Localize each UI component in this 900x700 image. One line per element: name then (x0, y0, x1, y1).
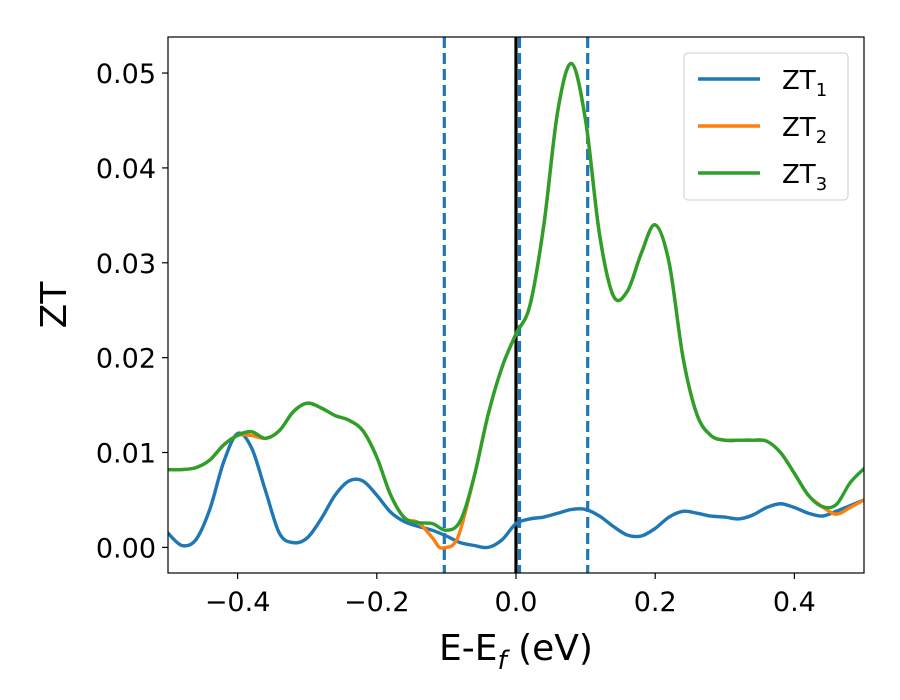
y-axis-title: ZT (34, 281, 75, 329)
y-axis-ticks: 0.00 0.01 0.02 0.03 0.04 0.05 (96, 59, 168, 564)
legend-box (683, 52, 849, 201)
series-line-zt3 (168, 61, 864, 533)
legend-label-zt2: ZT2 (782, 113, 827, 148)
x-axis-title: E-Ef (eV) (439, 628, 593, 676)
x-axis-title-unit: (eV) (507, 628, 593, 669)
x-tick-label: −0.4 (205, 587, 271, 618)
y-tick-label: 0.04 (96, 154, 156, 185)
y-tick-label: 0.05 (96, 59, 156, 90)
y-tick-label: 0.02 (96, 344, 156, 375)
legend-label-zt1: ZT1 (782, 66, 827, 101)
x-tick-label: 0.4 (773, 587, 816, 618)
legend-label-zt3: ZT3 (782, 160, 827, 195)
x-axis-ticks: −0.4 −0.2 0.0 0.2 0.4 (205, 573, 816, 618)
legend: ZT1 ZT2 ZT3 (683, 52, 849, 201)
y-tick-label: 0.00 (96, 533, 156, 564)
y-tick-label: 0.01 (96, 439, 156, 470)
x-tick-label: 0.2 (634, 587, 677, 618)
y-tick-label: 0.03 (96, 249, 156, 280)
series-line-zt1 (168, 431, 864, 550)
x-tick-label: −0.2 (344, 587, 410, 618)
x-axis-title-main: E-E (439, 628, 497, 669)
series-lines (168, 61, 864, 550)
x-tick-label: 0.0 (495, 587, 538, 618)
